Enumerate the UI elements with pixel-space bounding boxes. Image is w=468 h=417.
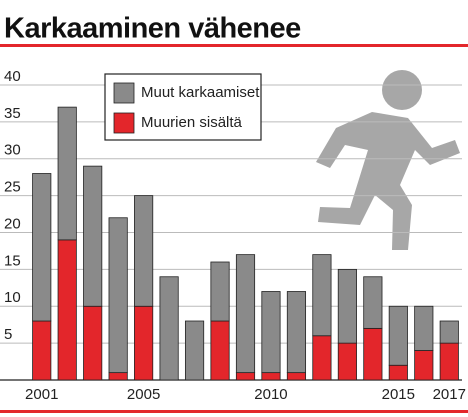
bar-segment <box>388 364 408 381</box>
bar-segment <box>210 320 230 381</box>
y-tick-label: 5 <box>4 326 12 343</box>
title-rule <box>0 44 468 47</box>
x-tick-label: 2015 <box>382 386 415 403</box>
bar-segment <box>108 217 128 374</box>
bar-segment <box>286 291 307 374</box>
bar-segment <box>312 254 332 337</box>
bottom-rule <box>0 410 468 413</box>
x-tick-label: 2017 <box>433 386 466 403</box>
chart-title: Karkaaminen vähenee <box>4 13 301 45</box>
x-tick-label: 2001 <box>25 386 58 403</box>
bar-segment <box>210 261 230 322</box>
y-tick-label: 30 <box>4 142 21 159</box>
legend-label: Muut karkaamiset <box>141 84 260 101</box>
x-tick-label: 2005 <box>127 386 160 403</box>
bar-segment <box>57 239 77 381</box>
y-tick-label: 35 <box>4 105 21 122</box>
bar-segment <box>312 335 332 381</box>
bar-segment <box>261 372 281 381</box>
y-tick-label: 10 <box>4 289 21 306</box>
bar-segment <box>388 305 408 366</box>
bar-segment <box>159 276 179 381</box>
bar-segment <box>134 195 154 307</box>
y-tick-label: 20 <box>4 215 21 232</box>
x-tick-label: 2010 <box>254 386 287 403</box>
bar-segment <box>286 372 307 381</box>
bar-segment <box>439 320 459 344</box>
bar-segment <box>261 291 281 374</box>
bar-segment <box>235 372 256 381</box>
bar-segment <box>184 320 205 381</box>
bar-segment <box>363 327 383 381</box>
y-tick-label: 40 <box>4 68 21 85</box>
bar-segment <box>337 342 357 381</box>
legend-swatch <box>113 82 135 104</box>
bar-segment <box>414 305 434 351</box>
bar-segment <box>439 342 459 381</box>
runner-icon <box>316 70 460 250</box>
bar-segment <box>83 165 103 307</box>
bar-segment <box>108 372 128 381</box>
bar-segment <box>363 276 383 329</box>
bar-segment <box>337 268 357 344</box>
bar-segment <box>57 106 77 241</box>
legend-swatch <box>113 112 135 134</box>
y-tick-label: 15 <box>4 252 21 269</box>
legend-label: Muurien sisältä <box>141 114 243 131</box>
bar-segment <box>83 305 103 381</box>
bar-segment <box>32 320 52 381</box>
bar-segment <box>32 173 52 322</box>
bar-segment <box>235 254 256 374</box>
bar-segment <box>134 305 154 381</box>
y-tick-label: 25 <box>4 179 21 196</box>
bar-segment <box>414 350 434 381</box>
